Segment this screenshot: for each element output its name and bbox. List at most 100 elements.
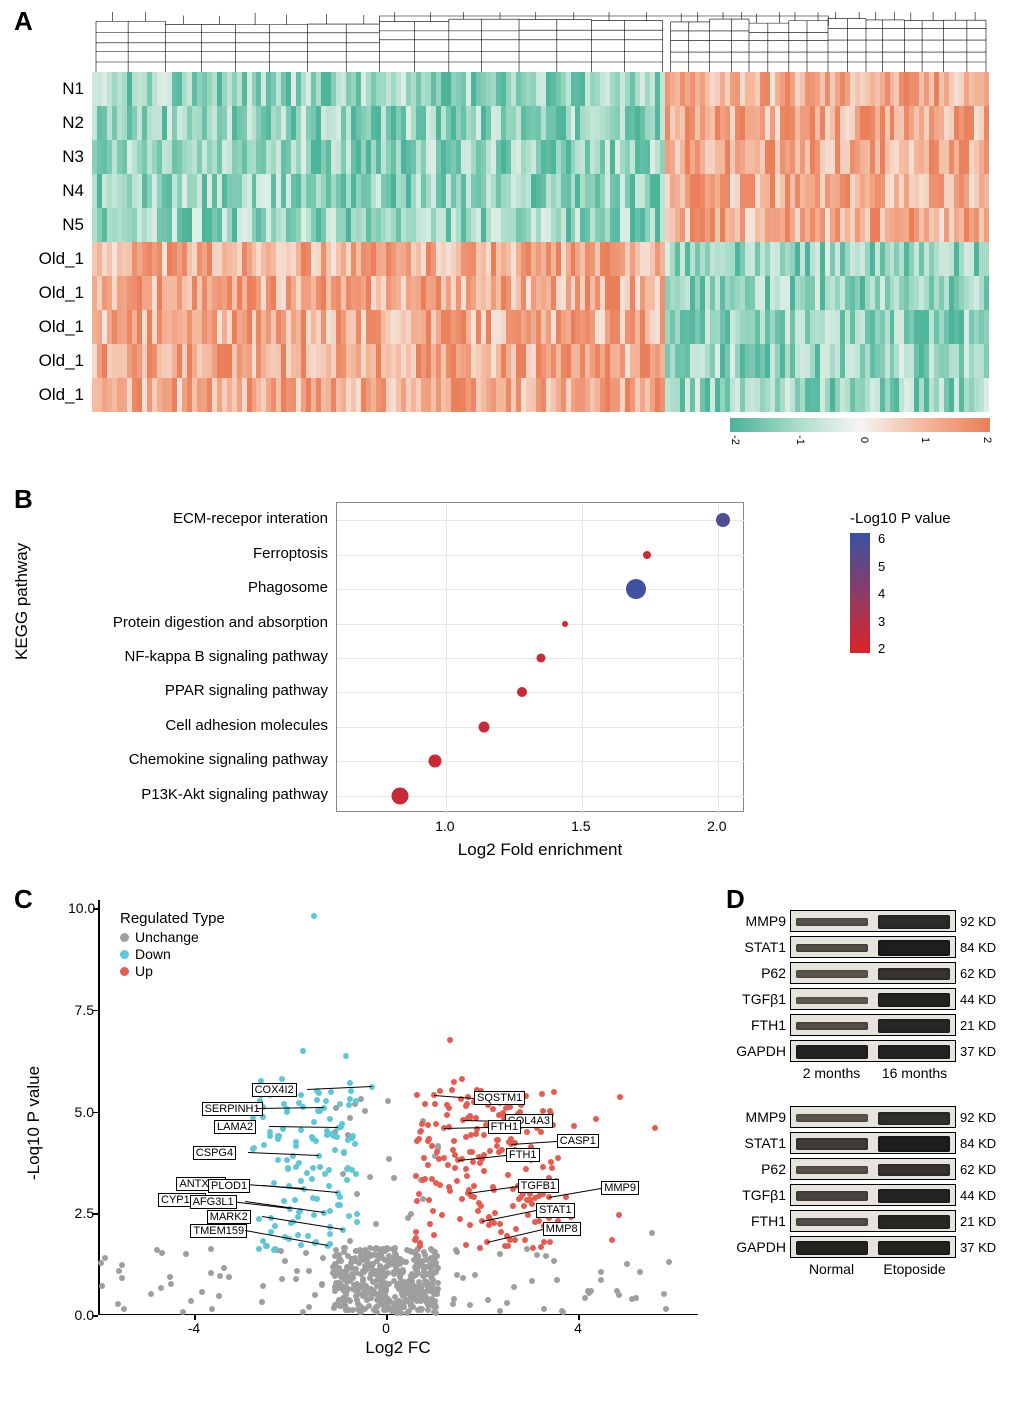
c-point — [449, 1087, 455, 1093]
blot-kd-label: 62 KD — [956, 966, 1010, 981]
blot-band — [796, 1241, 868, 1256]
c-point — [408, 1211, 414, 1217]
c-point — [616, 1212, 622, 1218]
panel-d-western-blot: MMP992 KDSTAT184 KDP6262 KDTGFβ144 KDFTH… — [730, 895, 1010, 1395]
c-legend-swatch — [120, 950, 129, 959]
c-point — [362, 1108, 368, 1114]
c-point — [347, 1080, 353, 1086]
blot-kd-label: 92 KD — [956, 914, 1010, 929]
c-point — [188, 1298, 194, 1304]
c-legend-item: Up — [120, 963, 225, 979]
c-point — [267, 1129, 273, 1135]
c-point — [431, 1309, 437, 1315]
blot-kd-label: 62 KD — [956, 1162, 1010, 1177]
c-point — [324, 1132, 330, 1138]
blot-band — [878, 1164, 950, 1176]
c-point — [510, 1203, 516, 1209]
c-point — [428, 1266, 434, 1272]
c-point — [158, 1285, 164, 1291]
c-point — [298, 1178, 304, 1184]
panel-b-dotplot: KEGG pathway ECM-recepor interationFerro… — [20, 490, 840, 870]
c-point — [347, 1238, 353, 1244]
c-point — [477, 1245, 483, 1251]
blot-band — [878, 968, 950, 980]
c-point — [281, 1198, 287, 1204]
c-point — [296, 1160, 302, 1166]
c-gene-label: LAMA2 — [214, 1120, 256, 1134]
blot-band — [796, 918, 868, 926]
c-point — [453, 1247, 459, 1253]
b-plot-area — [336, 502, 744, 812]
c-point — [360, 1278, 366, 1284]
c-point — [477, 1160, 483, 1166]
c-point — [279, 1276, 285, 1282]
b-dot — [537, 654, 546, 663]
c-point — [279, 1076, 285, 1082]
heatmap-row — [92, 378, 990, 412]
c-point — [334, 1134, 340, 1140]
c-point — [342, 1245, 348, 1251]
c-point — [102, 1255, 108, 1261]
c-point — [459, 1076, 465, 1082]
c-point — [275, 1157, 281, 1163]
c-point — [433, 1121, 439, 1127]
c-point — [598, 1269, 604, 1275]
c-point — [311, 1212, 317, 1218]
c-point — [451, 1079, 457, 1085]
blot-band — [796, 1045, 868, 1060]
c-point — [585, 1288, 591, 1294]
heatmap-row-label: N5 — [20, 208, 90, 242]
c-point — [444, 1102, 450, 1108]
heatmap-row — [92, 174, 990, 208]
blot-protein-label: STAT1 — [730, 939, 790, 955]
c-point — [344, 1166, 350, 1172]
c-point — [391, 1246, 397, 1252]
blot-lanes — [790, 1040, 956, 1062]
c-point — [346, 1102, 352, 1108]
c-point — [551, 1089, 557, 1095]
blot-kd-label: 37 KD — [956, 1044, 1010, 1059]
blot-condition-label: 2 months — [790, 1065, 873, 1081]
c-point — [208, 1246, 214, 1252]
c-point — [292, 1197, 298, 1203]
c-point — [352, 1141, 358, 1147]
blot-band — [878, 1045, 950, 1060]
c-point — [490, 1106, 496, 1112]
c-point — [309, 1134, 315, 1140]
c-point — [380, 1293, 386, 1299]
b-x-axis-title: Log2 Fold enrichment — [336, 840, 744, 860]
c-point — [298, 1092, 304, 1098]
c-point — [450, 1301, 456, 1307]
blot-kd-label: 84 KD — [956, 940, 1010, 955]
c-point — [367, 1174, 373, 1180]
c-point — [551, 1258, 557, 1264]
c-point — [293, 1276, 299, 1282]
blot-protein-label: MMP9 — [730, 1109, 790, 1125]
c-point — [285, 1166, 291, 1172]
c-point — [332, 1147, 338, 1153]
blot-protein-label: P62 — [730, 965, 790, 981]
c-point — [468, 1132, 474, 1138]
c-point — [347, 1096, 353, 1102]
c-point — [259, 1299, 265, 1305]
c-point — [320, 1255, 326, 1261]
c-point — [119, 1262, 125, 1268]
c-point — [400, 1269, 406, 1275]
c-gene-label: MARK2 — [207, 1210, 251, 1224]
c-point — [447, 1037, 453, 1043]
c-point — [652, 1125, 658, 1131]
blot-protein-label: TGFβ1 — [730, 1187, 790, 1203]
c-legend-swatch — [120, 967, 129, 976]
b-dot — [517, 687, 527, 697]
blot-kd-label: 44 KD — [956, 1188, 1010, 1203]
c-legend-swatch — [120, 933, 129, 942]
c-point — [425, 1122, 431, 1128]
c-legend: Regulated Type UnchangeDownUp — [120, 910, 225, 979]
c-point — [260, 1283, 266, 1289]
c-point — [441, 1155, 447, 1161]
c-point — [385, 1098, 391, 1104]
c-point — [429, 1176, 435, 1182]
c-point — [347, 1115, 353, 1121]
c-point — [333, 1247, 339, 1253]
c-point — [624, 1261, 630, 1267]
